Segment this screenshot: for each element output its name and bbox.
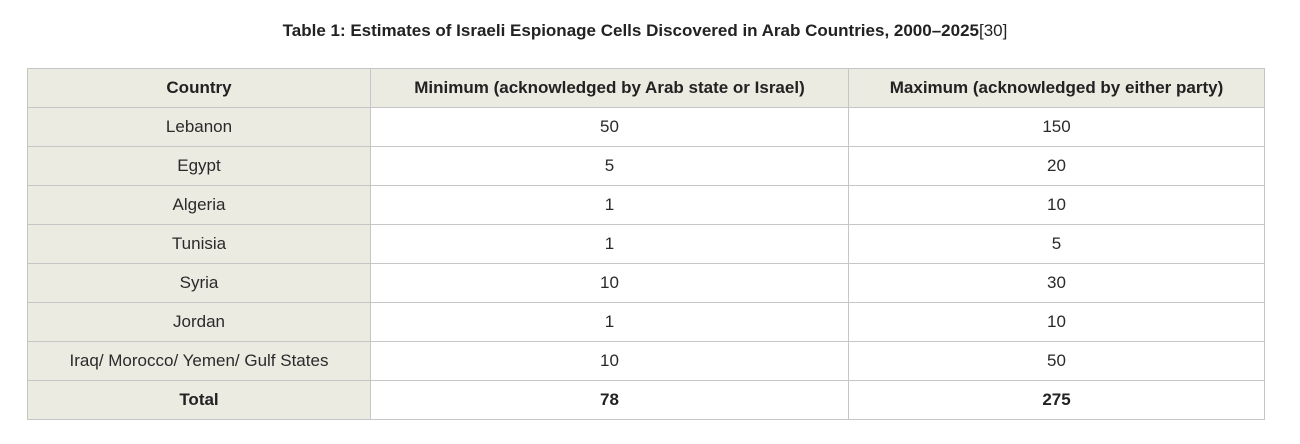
total-label-cell: Total: [27, 380, 371, 420]
table-header-row: Country Minimum (acknowledged by Arab st…: [27, 68, 1265, 108]
table-row: Lebanon 50 150: [27, 107, 1265, 147]
maximum-cell: 30: [848, 263, 1265, 303]
total-minimum-cell: 78: [370, 380, 849, 420]
country-cell: Lebanon: [27, 107, 371, 147]
minimum-cell: 5: [370, 146, 849, 186]
table-row: Tunisia 1 5: [27, 224, 1265, 264]
maximum-cell: 10: [848, 302, 1265, 342]
caption-title: Table 1: Estimates of Israeli Espionage …: [282, 21, 979, 40]
table-row: Syria 10 30: [27, 263, 1265, 303]
minimum-cell: 10: [370, 263, 849, 303]
maximum-cell: 20: [848, 146, 1265, 186]
country-cell: Egypt: [27, 146, 371, 186]
table-row: Algeria 1 10: [27, 185, 1265, 225]
table-row: Egypt 5 20: [27, 146, 1265, 186]
table-total-row: Total 78 275: [27, 380, 1265, 420]
minimum-cell: 1: [370, 302, 849, 342]
minimum-cell: 50: [370, 107, 849, 147]
total-maximum-cell: 275: [848, 380, 1265, 420]
maximum-cell: 10: [848, 185, 1265, 225]
country-cell: Algeria: [27, 185, 371, 225]
table-caption: Table 1: Estimates of Israeli Espionage …: [0, 18, 1290, 44]
caption-reference-link[interactable]: [30]: [978, 21, 1008, 40]
country-cell: Jordan: [27, 302, 371, 342]
maximum-cell: 5: [848, 224, 1265, 264]
header-maximum: Maximum (acknowledged by either party): [848, 68, 1265, 108]
header-country: Country: [27, 68, 371, 108]
maximum-cell: 50: [848, 341, 1265, 381]
espionage-cells-table: Country Minimum (acknowledged by Arab st…: [27, 68, 1265, 420]
minimum-cell: 10: [370, 341, 849, 381]
table-row: Iraq/ Morocco/ Yemen/ Gulf States 10 50: [27, 341, 1265, 381]
header-minimum: Minimum (acknowledged by Arab state or I…: [370, 68, 849, 108]
minimum-cell: 1: [370, 185, 849, 225]
minimum-cell: 1: [370, 224, 849, 264]
country-cell: Syria: [27, 263, 371, 303]
maximum-cell: 150: [848, 107, 1265, 147]
table-row: Jordan 1 10: [27, 302, 1265, 342]
country-cell: Tunisia: [27, 224, 371, 264]
country-cell: Iraq/ Morocco/ Yemen/ Gulf States: [27, 341, 371, 381]
